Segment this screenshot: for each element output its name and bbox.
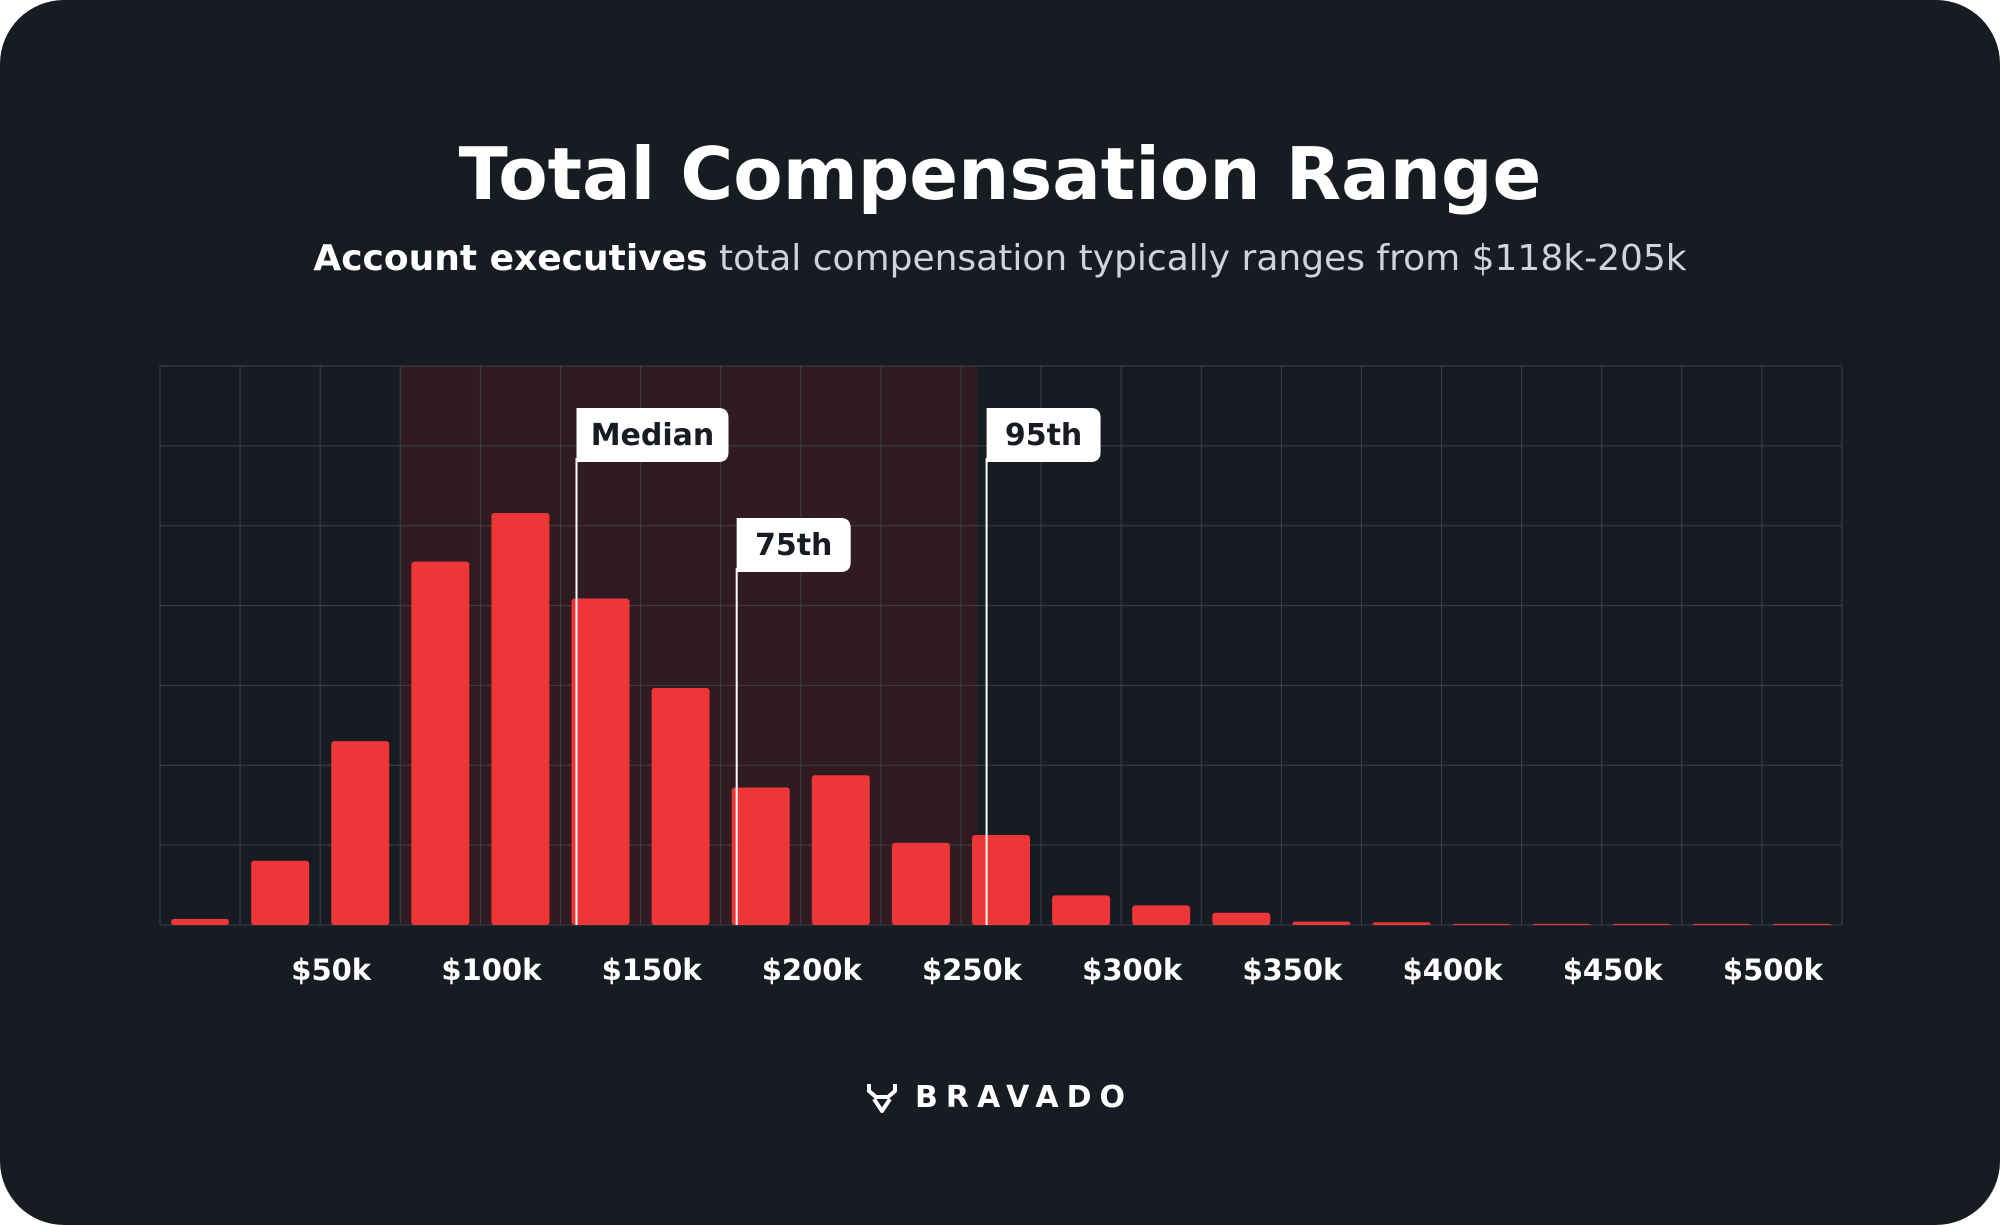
chart-title: Total Compensation Range	[458, 132, 1542, 216]
histogram-bar	[1052, 895, 1111, 925]
histogram-bar	[571, 598, 630, 925]
x-tick-label: $300k	[1082, 953, 1183, 987]
x-tick-label: $150k	[602, 953, 703, 987]
x-tick-label: $350k	[1242, 953, 1343, 987]
x-tick-label: $250k	[922, 953, 1023, 987]
x-tick-label: $500k	[1723, 953, 1824, 987]
bull-icon	[867, 1083, 898, 1113]
histogram-bar	[972, 835, 1030, 925]
subtitle-role: Account executives	[313, 238, 708, 279]
histogram-bar	[1372, 922, 1431, 925]
marker-label-box	[986, 408, 1101, 462]
histogram-bar	[1692, 923, 1751, 925]
x-tick-label: $200k	[762, 953, 863, 987]
marker-label: 95th	[1005, 418, 1082, 453]
marker-label-box	[576, 408, 729, 462]
histogram-bar	[251, 860, 310, 925]
histogram-bar	[171, 918, 230, 925]
histogram-bar	[1292, 921, 1351, 925]
histogram-bar	[811, 775, 870, 925]
x-tick-label: $450k	[1563, 953, 1664, 987]
x-tick-label: $100k	[441, 953, 542, 987]
histogram-bar	[1612, 923, 1671, 925]
histogram-bar	[651, 687, 710, 925]
histogram-bar	[331, 741, 390, 925]
histogram-bar	[731, 787, 790, 925]
x-tick-label: $50k	[291, 953, 372, 987]
marker-label: Median	[591, 418, 715, 453]
brand-name: BRAVADO	[915, 1080, 1133, 1115]
histogram-bar	[1452, 923, 1511, 925]
histogram-bar	[411, 561, 470, 925]
histogram-bar	[1132, 905, 1191, 925]
brand-logo: BRAVADO	[0, 1080, 2000, 1115]
marker-label-box	[736, 518, 851, 572]
histogram-bar	[1532, 923, 1591, 925]
marker-label: 75th	[755, 528, 832, 563]
histogram-bar	[891, 842, 950, 925]
chart-subtitle: Account executives total compensation ty…	[0, 238, 2000, 279]
histogram-bar	[1772, 923, 1831, 925]
histogram-bar	[1212, 912, 1271, 925]
subtitle-range-text: total compensation typically ranges from…	[707, 238, 1687, 279]
histogram-bar	[491, 513, 550, 925]
x-tick-label: $400k	[1403, 953, 1504, 987]
